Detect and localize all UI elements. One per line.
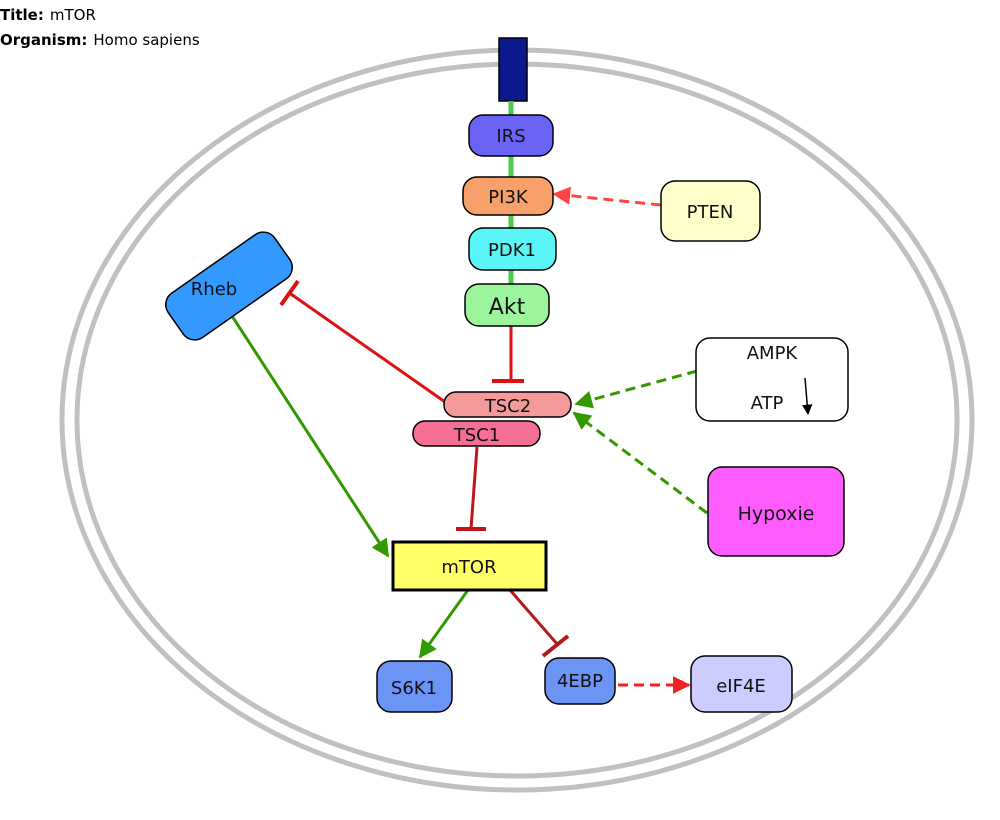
node-mtor[interactable]: mTOR bbox=[391, 540, 548, 592]
atp-down-arrow bbox=[801, 377, 813, 416]
node-ampk-label: AMPK bbox=[747, 343, 799, 364]
edge-tsc2-inhibits-rheb bbox=[287, 290, 449, 406]
organism-label: Organism: bbox=[0, 31, 88, 49]
node-hypoxie[interactable]: Hypoxie bbox=[707, 466, 845, 557]
edge-mtor-inhibits-4ebp bbox=[508, 589, 560, 646]
node-rheb-label: Rheb bbox=[191, 279, 237, 300]
node-4ebp-label: 4EBP bbox=[557, 671, 603, 692]
node-pdk1[interactable]: PDK1 bbox=[468, 227, 557, 271]
node-irs[interactable]: IRS bbox=[468, 114, 554, 157]
node-pten-label: PTEN bbox=[687, 202, 734, 223]
node-pten[interactable]: PTEN bbox=[660, 180, 761, 242]
receptor[interactable] bbox=[498, 37, 528, 102]
title-label: Title: bbox=[0, 6, 44, 24]
edge-pten-pi3k bbox=[552, 186, 662, 207]
node-tsc1-label: TSC1 bbox=[453, 425, 500, 446]
edge-tsc1-inhibits-mtor bbox=[469, 446, 479, 530]
title-value: mTOR bbox=[49, 6, 96, 24]
edge-rheb-activates-mtor bbox=[230, 315, 390, 558]
pathway-organism: Organism: Homo sapiens bbox=[0, 30, 200, 50]
node-mtor-label: mTOR bbox=[441, 557, 496, 578]
node-akt-label: Akt bbox=[489, 295, 526, 320]
node-akt[interactable]: Akt bbox=[464, 283, 550, 327]
node-ampk-complex[interactable]: AMPK ATP bbox=[695, 337, 849, 422]
node-tsc1[interactable]: TSC1 bbox=[412, 420, 541, 447]
node-s6k1[interactable]: S6K1 bbox=[376, 660, 453, 713]
pathway-title: Title: mTOR bbox=[0, 5, 96, 25]
edge-hypoxie-tsc2 bbox=[572, 411, 708, 515]
node-eif4e[interactable]: eIF4E bbox=[690, 655, 793, 713]
node-eif4e-label: eIF4E bbox=[716, 676, 766, 697]
node-rheb[interactable]: Rheb bbox=[160, 227, 297, 346]
node-irs-label: IRS bbox=[496, 126, 525, 147]
node-pi3k-label: PI3K bbox=[488, 187, 529, 208]
organism-value: Homo sapiens bbox=[93, 31, 200, 49]
node-4ebp[interactable]: 4EBP bbox=[544, 657, 616, 705]
node-hypoxie-label: Hypoxie bbox=[738, 503, 815, 525]
node-pi3k[interactable]: PI3K bbox=[462, 176, 554, 216]
node-atp-label: ATP bbox=[751, 393, 784, 414]
node-tsc2-label: TSC2 bbox=[484, 396, 531, 417]
node-tsc2[interactable]: TSC2 bbox=[443, 391, 572, 418]
edge-tsc2-rheb-bar bbox=[279, 279, 300, 307]
node-pdk1-label: PDK1 bbox=[488, 240, 536, 261]
node-s6k1-label: S6K1 bbox=[391, 678, 437, 699]
edge-ampk-tsc2 bbox=[574, 369, 698, 409]
edge-mtor-activates-s6k1 bbox=[418, 589, 470, 659]
edge-mtor-4ebp-bar bbox=[541, 634, 570, 658]
